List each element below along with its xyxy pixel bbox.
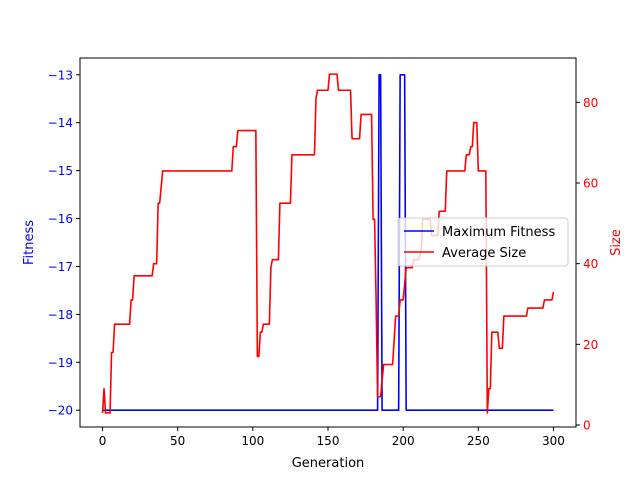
x-tick-label: 200 <box>392 434 415 448</box>
x-axis-label: Generation <box>292 456 365 471</box>
y-left-tick-label: −20 <box>48 404 73 418</box>
y-left-tick-label: −15 <box>48 164 73 178</box>
x-tick-label: 300 <box>542 434 565 448</box>
y-right-tick-label: 20 <box>583 338 598 352</box>
y-left-tick-label: −18 <box>48 308 73 322</box>
x-tick-label: 50 <box>170 434 185 448</box>
y-right-axis-label: Size <box>609 229 624 256</box>
legend-label-average-size: Average Size <box>442 246 526 261</box>
y-left-axis-ticks: −20 −19 −18 −17 −16 −15 −14 −13 <box>48 68 80 418</box>
y-left-axis-label: Fitness <box>22 220 37 265</box>
y-left-tick-label: −13 <box>48 68 73 82</box>
y-left-tick-label: −16 <box>48 212 73 226</box>
x-tick-label: 100 <box>241 434 264 448</box>
y-right-tick-label: 40 <box>583 257 598 271</box>
x-axis-ticks: 0 50 100 150 200 250 300 <box>99 427 565 448</box>
y-right-tick-label: 0 <box>583 418 591 432</box>
y-right-axis-ticks: 0 20 40 60 80 <box>576 96 598 432</box>
x-tick-label: 0 <box>99 434 107 448</box>
x-tick-label: 250 <box>467 434 490 448</box>
x-tick-label: 150 <box>317 434 340 448</box>
y-left-tick-label: −14 <box>48 116 73 130</box>
y-right-tick-label: 60 <box>583 177 598 191</box>
series-line-average-size <box>101 73 555 414</box>
legend-box <box>397 217 569 267</box>
legend-label-maximum-fitness: Maximum Fitness <box>442 225 555 240</box>
y-right-tick-label: 80 <box>583 96 598 110</box>
legend: Maximum Fitness Average Size <box>397 217 569 267</box>
y-left-tick-label: −19 <box>48 356 73 370</box>
y-left-tick-label: −17 <box>48 260 73 274</box>
